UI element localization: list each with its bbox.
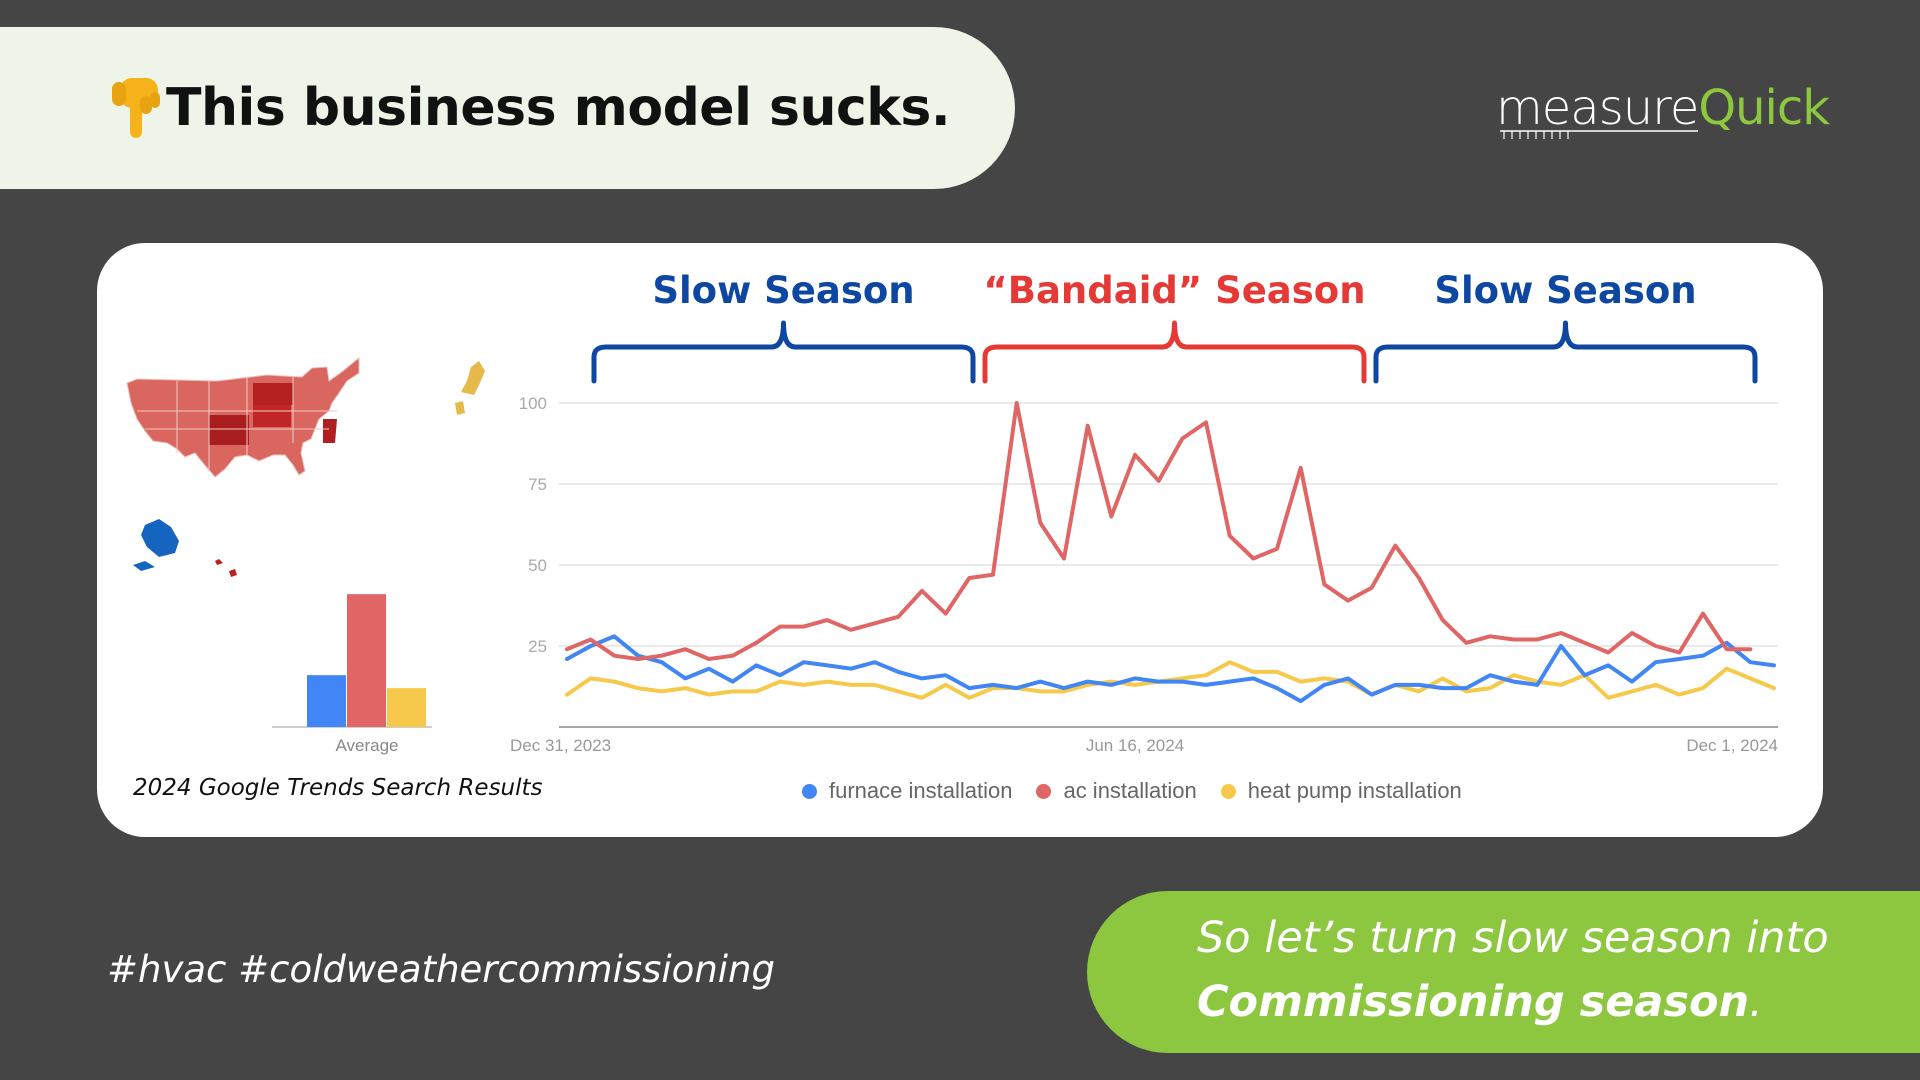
legend-item-ac: ac installation bbox=[1036, 778, 1197, 804]
x-tick-label: Dec 31, 2023 bbox=[510, 736, 611, 755]
ruler-icon bbox=[1500, 130, 1698, 139]
season-brace bbox=[982, 320, 1367, 384]
legend-dot-icon bbox=[802, 783, 817, 799]
y-tick-label: 100 bbox=[519, 394, 547, 413]
logo-part-quick: Quick bbox=[1698, 80, 1830, 136]
season-brace bbox=[1373, 320, 1758, 384]
y-tick-label: 50 bbox=[528, 556, 547, 575]
pointing-down-hand-icon bbox=[112, 78, 160, 138]
logo-part-measure: measure bbox=[1496, 80, 1699, 136]
average-bar bbox=[347, 594, 386, 727]
series-line-ac-installation bbox=[565, 401, 1753, 661]
season-label: Slow Season bbox=[652, 269, 914, 312]
season-brace bbox=[591, 320, 976, 384]
series-line-furnace-installation bbox=[565, 634, 1776, 704]
legend-item-heatpump: heat pump installation bbox=[1220, 778, 1462, 804]
average-bar bbox=[307, 675, 346, 727]
cta-period: . bbox=[1749, 977, 1763, 1027]
legend-dot-icon bbox=[1220, 783, 1236, 799]
us-map-icon bbox=[126, 357, 485, 577]
legend-item-furnace: furnace installation bbox=[802, 778, 1012, 804]
x-tick-label: Jun 16, 2024 bbox=[1086, 736, 1184, 755]
chart-caption: 2024 Google Trends Search Results bbox=[133, 775, 543, 801]
season-label: Slow Season bbox=[1434, 269, 1696, 312]
y-tick-label: 75 bbox=[528, 475, 547, 494]
hashtags: #hvac #coldweathercommissioning bbox=[107, 948, 775, 991]
measurequick-logo: measureQuick bbox=[1496, 80, 1830, 140]
legend-dot-icon bbox=[1036, 783, 1052, 799]
chart-legend: furnace installation ac installation hea… bbox=[802, 778, 1462, 804]
legend-label: heat pump installation bbox=[1247, 778, 1462, 803]
bar-axis-label: Average bbox=[335, 736, 398, 755]
legend-label: ac installation bbox=[1063, 778, 1197, 803]
x-tick-label: Dec 1, 2024 bbox=[1686, 736, 1778, 755]
trends-chart-svg: Average 25 50 75 100 Dec 31, 2023 Jun 16, 202… bbox=[126, 269, 1778, 755]
page-title: This business model sucks. bbox=[166, 78, 951, 138]
cta-banner: So let’s turn slow season into Commissio… bbox=[1087, 891, 1920, 1053]
cta-line-2: Commissioning season. bbox=[1197, 977, 1763, 1027]
trends-card: Average 25 50 75 100 Dec 31, 2023 Jun 16, 202… bbox=[97, 243, 1823, 837]
cta-line-1: So let’s turn slow season into bbox=[1197, 913, 1829, 963]
y-tick-label: 25 bbox=[528, 637, 547, 656]
title-banner bbox=[0, 27, 1015, 189]
season-label: “Bandaid” Season bbox=[983, 269, 1365, 312]
cta-strong-text: Commissioning season bbox=[1197, 977, 1750, 1027]
average-bar bbox=[387, 688, 426, 727]
legend-label: furnace installation bbox=[829, 778, 1013, 803]
